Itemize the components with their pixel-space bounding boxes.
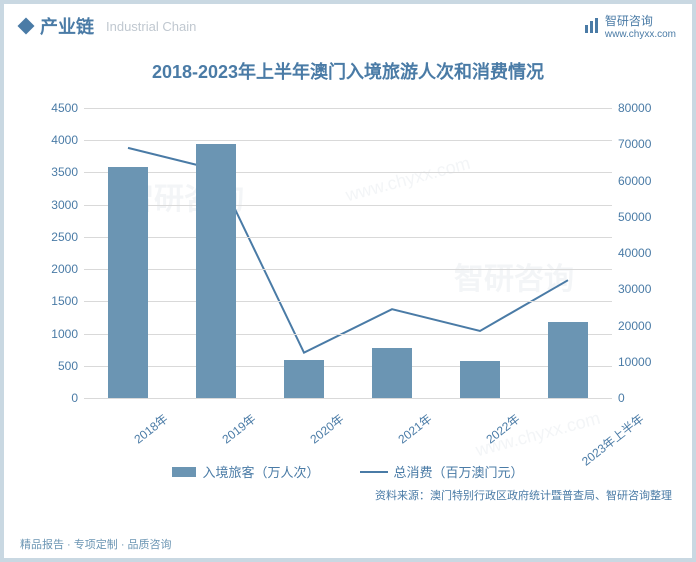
section-subtitle: Industrial Chain: [106, 19, 196, 34]
x-tick-label: 2020年: [306, 410, 347, 447]
y-left-tick-label: 500: [28, 359, 78, 373]
grid-line: [84, 205, 612, 206]
line-series-svg: [84, 108, 612, 398]
y-right-tick-label: 60000: [618, 174, 668, 188]
header: 产业链 Industrial Chain 智研咨询 www.chyxx.com: [4, 4, 692, 40]
logo-site: www.chyxx.com: [605, 29, 676, 40]
y-left-tick-label: 0: [28, 391, 78, 405]
logo-area: 智研咨询 www.chyxx.com: [583, 12, 676, 40]
header-left: 产业链 Industrial Chain: [20, 13, 196, 39]
bar: [460, 361, 500, 398]
y-left-tick-label: 2500: [28, 230, 78, 244]
line-series: [128, 148, 568, 353]
bar: [284, 360, 324, 398]
footer-text: 精品报告 · 专项定制 · 品质咨询: [20, 536, 172, 552]
grid-line: [84, 398, 612, 399]
logo-text: 智研咨询: [605, 12, 676, 29]
grid-line: [84, 172, 612, 173]
x-tick-label: 2018年: [130, 410, 171, 447]
chart-area: 0 500 1000 1500 2000 2500 3000 3500 4000 4500 0 100…: [28, 98, 668, 488]
y-left-tick-label: 4000: [28, 133, 78, 147]
grid-line: [84, 237, 612, 238]
bar: [108, 167, 148, 398]
y-left-tick-label: 1500: [28, 294, 78, 308]
diamond-icon: [18, 18, 35, 35]
grid-line: [84, 269, 612, 270]
grid-line: [84, 140, 612, 141]
grid-line: [84, 366, 612, 367]
y-right-tick-label: 10000: [618, 355, 668, 369]
y-right-tick-label: 50000: [618, 210, 668, 224]
source-text: 资料来源：澳门特别行政区政府统计暨普查局、智研咨询整理: [4, 487, 692, 503]
grid-line: [84, 301, 612, 302]
y-left-tick-label: 3000: [28, 198, 78, 212]
bar: [372, 348, 412, 398]
chart-title: 2018-2023年上半年澳门入境旅游人次和消费情况: [4, 58, 692, 84]
y-left-tick-label: 3500: [28, 165, 78, 179]
y-left-tick-label: 1000: [28, 327, 78, 341]
x-tick-label: 2019年: [218, 410, 259, 447]
logo-icon: [583, 17, 601, 35]
y-left-tick-label: 2000: [28, 262, 78, 276]
y-right-tick-label: 40000: [618, 246, 668, 260]
y-right-tick-label: 20000: [618, 319, 668, 333]
bar: [196, 144, 236, 398]
y-right-tick-label: 30000: [618, 282, 668, 296]
y-right-tick-label: 0: [618, 391, 668, 405]
section-title: 产业链: [40, 13, 94, 39]
x-tick-label: 2023年上半年: [578, 410, 647, 469]
grid-line: [84, 334, 612, 335]
grid-line: [84, 108, 612, 109]
x-tick-label: 2022年: [482, 410, 523, 447]
y-left-tick-label: 4500: [28, 101, 78, 115]
plot: [84, 108, 612, 398]
y-right-tick-label: 70000: [618, 137, 668, 151]
x-tick-label: 2021年: [394, 410, 435, 447]
bar: [548, 322, 588, 398]
y-right-tick-label: 80000: [618, 101, 668, 115]
